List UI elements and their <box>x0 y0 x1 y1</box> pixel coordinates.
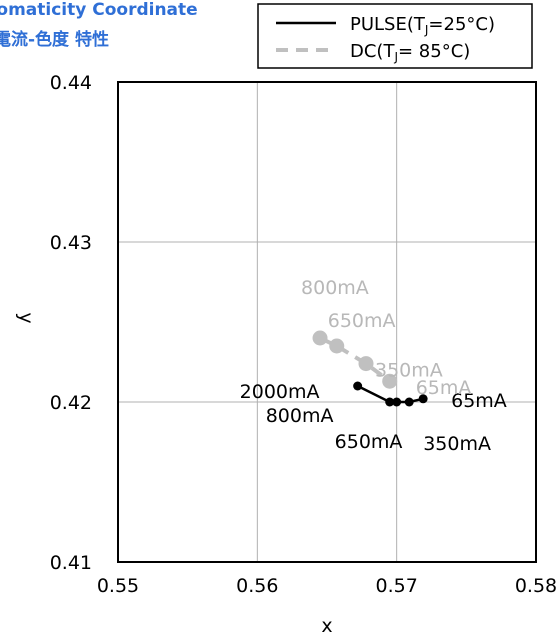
chart-subtitle: 電流-色度 特性 <box>0 29 109 50</box>
legend: PULSE(TJ=25°C) DC(TJ= 85°C) <box>258 4 532 68</box>
y-tick-label: 0.42 <box>50 392 92 414</box>
data-point-pulse <box>405 398 414 407</box>
y-tick-label: 0.44 <box>50 72 92 94</box>
chart-title: romaticity Coordinate <box>0 0 198 20</box>
data-point-pulse <box>392 398 401 407</box>
x-tick-label: 0.55 <box>97 575 139 597</box>
data-point-dc <box>313 331 328 346</box>
data-point-dc <box>329 339 344 354</box>
data-label-pulse: 650mA <box>335 431 403 453</box>
x-axis-label: x <box>321 615 332 637</box>
legend-label-dc: DC(TJ= 85°C) <box>350 41 470 64</box>
x-tick-label: 0.58 <box>515 575 557 597</box>
y-tick-label: 0.43 <box>50 232 92 254</box>
x-tick-label: 0.57 <box>376 575 418 597</box>
data-label-pulse: 350mA <box>423 433 491 455</box>
x-tick-label: 0.56 <box>236 575 278 597</box>
tick-labels: 0.55 0.56 0.57 0.58 0.41 0.42 0.43 0.44 <box>50 72 557 597</box>
data-label-pulse: 2000mA <box>240 381 320 403</box>
data-label-pulse: 800mA <box>266 405 334 427</box>
data-point-pulse <box>353 382 362 391</box>
data-label-dc: 650mA <box>328 310 396 332</box>
legend-label-pulse: PULSE(TJ=25°C) <box>350 14 495 37</box>
data-point-dc <box>359 356 374 371</box>
y-tick-label: 0.41 <box>50 552 92 574</box>
data-label-dc: 800mA <box>301 277 369 299</box>
data-label-dc: 65mA <box>416 377 472 399</box>
y-axis-label: y <box>15 312 37 323</box>
